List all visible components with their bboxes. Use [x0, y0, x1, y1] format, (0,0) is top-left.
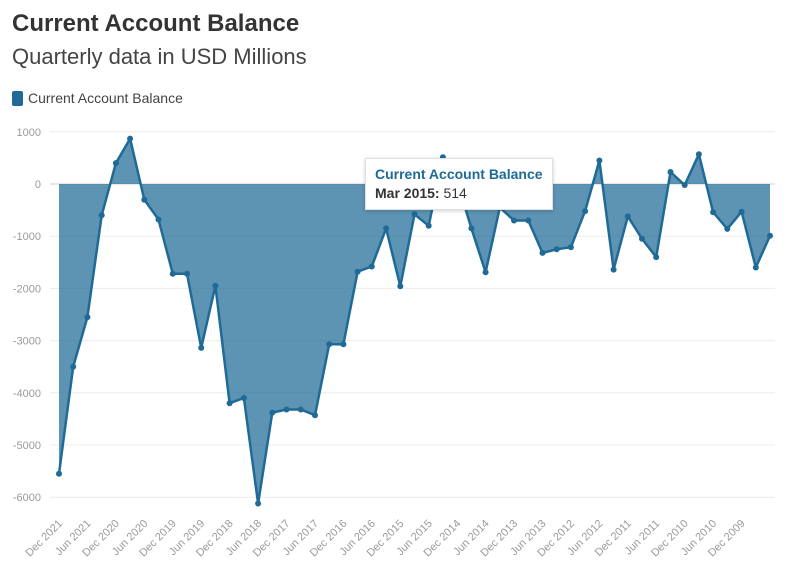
- data-point[interactable]: [141, 196, 148, 203]
- data-point[interactable]: [212, 282, 219, 289]
- data-point[interactable]: [582, 208, 589, 215]
- tooltip: Current Account Balance Mar 2015: 514: [365, 158, 553, 210]
- data-point[interactable]: [98, 212, 105, 219]
- data-point[interactable]: [610, 266, 617, 273]
- y-tick-label: 1000: [17, 127, 41, 139]
- tooltip-date: Mar 2015:: [375, 185, 440, 201]
- data-point[interactable]: [511, 217, 517, 224]
- data-point[interactable]: [695, 151, 702, 158]
- legend-swatch: [12, 90, 23, 106]
- data-point[interactable]: [184, 270, 190, 277]
- data-point[interactable]: [340, 341, 347, 348]
- data-point[interactable]: [667, 169, 674, 175]
- y-tick-label: -5000: [13, 440, 41, 452]
- data-point[interactable]: [596, 157, 603, 164]
- data-point[interactable]: [297, 406, 304, 413]
- data-point[interactable]: [84, 314, 91, 321]
- y-tick-label: -4000: [13, 388, 41, 400]
- y-tick-label: 0: [35, 179, 41, 191]
- data-point[interactable]: [269, 409, 276, 416]
- data-point[interactable]: [525, 217, 532, 224]
- legend-label: Current Account Balance: [28, 90, 183, 106]
- series-points: [56, 135, 773, 507]
- legend[interactable]: Current Account Balance: [12, 90, 183, 106]
- series-area: [59, 138, 770, 504]
- data-point[interactable]: [70, 363, 77, 370]
- data-point[interactable]: [198, 344, 205, 351]
- data-point[interactable]: [155, 216, 162, 223]
- data-point[interactable]: [383, 225, 390, 232]
- y-tick-label: -1000: [13, 231, 41, 243]
- data-point[interactable]: [624, 213, 631, 220]
- data-point[interactable]: [255, 500, 262, 507]
- data-point[interactable]: [752, 264, 759, 271]
- data-point[interactable]: [482, 269, 489, 276]
- data-point[interactable]: [127, 135, 134, 142]
- data-point[interactable]: [240, 395, 247, 401]
- data-point[interactable]: [724, 225, 731, 232]
- data-point[interactable]: [539, 249, 546, 256]
- data-point[interactable]: [468, 225, 475, 232]
- data-point[interactable]: [425, 222, 432, 229]
- data-point[interactable]: [354, 268, 361, 275]
- tooltip-value: 514: [443, 185, 467, 201]
- tooltip-series: Current Account Balance: [375, 166, 543, 182]
- data-point[interactable]: [553, 246, 560, 253]
- data-point[interactable]: [112, 160, 119, 167]
- data-point[interactable]: [710, 209, 717, 216]
- data-point[interactable]: [639, 235, 645, 242]
- data-point[interactable]: [411, 211, 418, 218]
- data-point[interactable]: [283, 406, 290, 413]
- data-point[interactable]: [767, 232, 773, 239]
- y-tick-label: -2000: [13, 283, 41, 295]
- data-point[interactable]: [653, 254, 660, 261]
- data-point[interactable]: [312, 412, 318, 419]
- data-point[interactable]: [56, 470, 62, 477]
- data-point[interactable]: [368, 263, 375, 270]
- y-tick-label: -3000: [13, 336, 41, 348]
- data-point[interactable]: [326, 341, 333, 348]
- data-point[interactable]: [169, 270, 176, 277]
- data-point[interactable]: [681, 182, 688, 188]
- data-point[interactable]: [738, 208, 745, 215]
- chart-title: Current Account Balance: [12, 10, 300, 37]
- chart-subtitle: Quarterly data in USD Millions: [12, 44, 307, 69]
- data-point[interactable]: [567, 244, 574, 251]
- y-axis: 1000 0 -1000 -2000 -3000 -4000 -5000 -6000: [13, 127, 41, 504]
- data-point[interactable]: [397, 283, 404, 290]
- data-point[interactable]: [226, 400, 233, 407]
- y-tick-label: -6000: [13, 492, 41, 504]
